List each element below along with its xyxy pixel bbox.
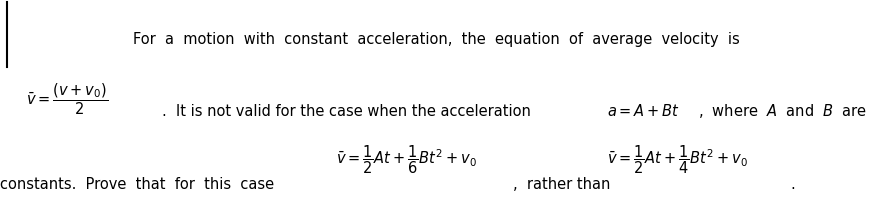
Text: .  It is not valid for the case when the acceleration: . It is not valid for the case when the … (162, 103, 531, 119)
Text: .: . (790, 177, 794, 192)
Text: ,  rather than: , rather than (513, 177, 611, 192)
Text: $\bar{v} = \dfrac{1}{2}At + \dfrac{1}{4}Bt^2 + v_0$: $\bar{v} = \dfrac{1}{2}At + \dfrac{1}{4}… (607, 144, 747, 176)
Text: For  a  motion  with  constant  acceleration,  the  equation  of  average  veloc: For a motion with constant acceleration,… (133, 32, 740, 48)
Text: ,  where  $A$  and  $B$  are: , where $A$ and $B$ are (698, 102, 868, 120)
Text: $a = A + Bt$: $a = A + Bt$ (607, 103, 680, 119)
Text: constants.  Prove  that  for  this  case: constants. Prove that for this case (0, 177, 274, 192)
Text: $\bar{v} = \dfrac{(v+v_0)}{\,2\,}$: $\bar{v} = \dfrac{(v+v_0)}{\,2\,}$ (26, 81, 108, 117)
Text: $\bar{v} = \dfrac{1}{2}At + \dfrac{1}{6}Bt^2 + v_0$: $\bar{v} = \dfrac{1}{2}At + \dfrac{1}{6}… (336, 144, 477, 176)
